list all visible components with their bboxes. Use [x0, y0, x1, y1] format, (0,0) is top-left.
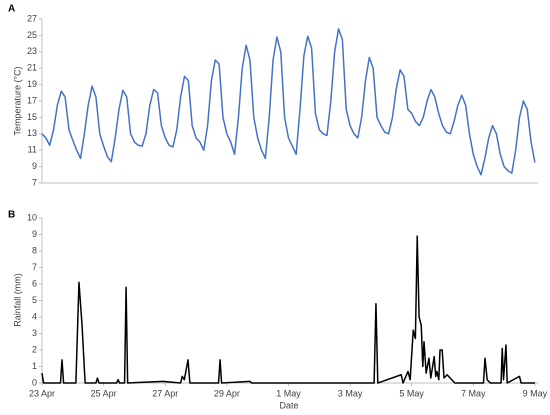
x-tick-label: 7 May [461, 388, 486, 398]
x-tick-label: 27 Apr [152, 388, 178, 398]
y-axis-label: Temperature (°C) [12, 66, 22, 135]
y-tick-label: 0 [32, 377, 37, 387]
x-axis-label: Date [279, 400, 298, 410]
data-line [41, 28, 536, 176]
x-tick-label: 9 May [523, 388, 548, 398]
y-axis-label: Rainfall (mm) [12, 273, 22, 327]
y-tick-label: 23 [27, 46, 37, 56]
y-tick-label: 25 [27, 30, 37, 40]
y-tick-label: 5 [32, 295, 37, 305]
y-tick-label: 21 [27, 63, 37, 73]
x-tick-label: 23 Apr [29, 388, 55, 398]
y-tick-label: 2 [32, 344, 37, 354]
y-tick-label: 10 [27, 212, 37, 222]
y-tick-label: 8 [32, 245, 37, 255]
y-tick-label: 4 [32, 311, 37, 321]
y-tick-label: 9 [32, 161, 37, 171]
y-tick-label: 19 [27, 79, 37, 89]
x-tick-label: 29 Apr [214, 388, 240, 398]
data-line [41, 235, 535, 384]
y-tick-label: 17 [27, 95, 37, 105]
x-tick-label: 25 Apr [91, 388, 117, 398]
y-tick-label: 13 [27, 128, 37, 138]
x-tick-label: 3 May [338, 388, 363, 398]
y-tick-label: 6 [32, 278, 37, 288]
panel-label: A [8, 4, 15, 15]
y-tick-label: 7 [32, 177, 37, 187]
y-tick-label: 9 [32, 229, 37, 239]
panel-label: B [8, 210, 15, 221]
y-tick-label: 15 [27, 112, 37, 122]
y-tick-label: 3 [32, 328, 37, 338]
y-tick-label: 7 [32, 262, 37, 272]
y-tick-label: 11 [28, 145, 37, 155]
y-tick-label: 1 [32, 361, 37, 371]
y-tick-label: 27 [27, 13, 37, 23]
x-tick-label: 5 May [399, 388, 424, 398]
x-tick-label: 1 May [276, 388, 301, 398]
